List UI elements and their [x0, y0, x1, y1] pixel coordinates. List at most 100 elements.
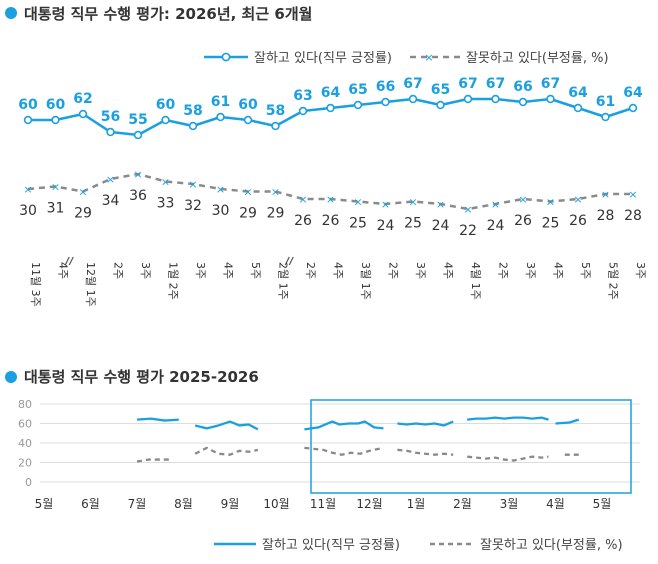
- disapprove-value-label: 26: [514, 213, 532, 229]
- approve-trend-segment: [194, 420, 259, 431]
- x-tick-label: 12월: [356, 497, 382, 511]
- disapprove-trend-segment: [304, 446, 384, 456]
- approve-point: [216, 112, 225, 122]
- x-tick-label: 4월 1주: [469, 262, 482, 300]
- x-tick-label: 3월 1주: [359, 262, 372, 300]
- disapprove-value-label: 22: [459, 223, 477, 239]
- approve-trend-segment: [555, 418, 580, 425]
- disapprove-point: ×: [298, 193, 307, 206]
- x-tick-label: 1월: [407, 497, 426, 511]
- disapprove-value-label: 29: [74, 206, 92, 222]
- chart2-x-ticks: 5월 6월 7월 8월 9월 10월 11월 12월 1월 2월 3월 4월 5월: [35, 497, 612, 511]
- x-tick-label: 11월 3주: [29, 262, 42, 307]
- x-tick-label: 11월: [310, 497, 336, 511]
- disapprove-trend-segment: [397, 448, 454, 456]
- x-tick-label: 3주: [634, 262, 647, 279]
- y-tick-label: 80: [18, 398, 32, 411]
- x-tick-label: 3주: [414, 262, 427, 279]
- approve-value-label: 63: [293, 88, 312, 104]
- approve-point: [188, 121, 198, 131]
- approve-point: [436, 100, 445, 110]
- approve-value-label: 60: [238, 97, 258, 113]
- approve-trend-segment: [304, 420, 384, 431]
- axis-break-marks: [64, 256, 294, 266]
- x-tick-label: 2주: [112, 262, 125, 279]
- legend-approve-label: 잘하고 있다(직무 긍정률): [254, 51, 392, 66]
- approve-value-label: 67: [458, 76, 477, 92]
- axis-break-mark: [68, 256, 74, 266]
- approve-value-label: 64: [623, 85, 643, 101]
- disapprove-point: ×: [216, 183, 225, 196]
- disapprove-point: ×: [133, 168, 142, 181]
- approve-point: [546, 94, 555, 104]
- approve-point: [381, 97, 390, 107]
- approve-point: [518, 97, 528, 107]
- disapprove-point: ×: [51, 181, 60, 194]
- approve-value-label: 64: [568, 85, 588, 101]
- disapprove-value-label: 30: [19, 203, 37, 219]
- disapprove-point: ×: [546, 196, 555, 209]
- approve-value-label: 56: [101, 109, 120, 125]
- disapprove-point: ×: [188, 178, 197, 191]
- disapprove-point: ×: [408, 196, 417, 209]
- approve-trend-segment: [467, 416, 549, 421]
- x-tick-label: 3주: [524, 262, 537, 279]
- approve-point: [51, 115, 60, 125]
- approve-point: [78, 109, 88, 119]
- approve-value-label: 62: [73, 91, 92, 107]
- disapprove-value-label: 36: [129, 188, 147, 204]
- disapprove-point: ×: [436, 198, 445, 211]
- disapprove-point: ×: [518, 193, 527, 206]
- y-tick-label: 0: [25, 476, 32, 489]
- x-tick-label: 2월 1주: [277, 262, 290, 300]
- x-tick-label: 2주: [304, 262, 317, 279]
- chart2-series-lines: [136, 416, 580, 463]
- x-tick-label: 2월: [453, 497, 472, 511]
- x-tick-label: 4주: [222, 262, 235, 279]
- disapprove-value-label: 32: [184, 198, 202, 214]
- approve-value-label: 55: [128, 112, 147, 128]
- chart1-title: 대통령 직무 수행 평가: 2026년, 최근 6개월: [24, 5, 312, 23]
- disapprove-point: ×: [106, 173, 115, 186]
- approve-point: [243, 115, 253, 125]
- chart2-title: 대통령 직무 수행 평가 2025-2026: [24, 368, 259, 386]
- x-tick-label: 5주: [249, 262, 262, 279]
- disapprove-value-label: 30: [212, 203, 230, 219]
- title-bullet-icon: [5, 7, 17, 19]
- disapprove-trend-segment: [467, 455, 549, 462]
- axis-break-mark: [284, 256, 290, 266]
- approve-point: [23, 115, 33, 125]
- chart2-y-ticks: 0 20 40 60 80: [18, 398, 32, 489]
- x-tick-label: 2주: [387, 262, 400, 279]
- approve-point: [463, 94, 473, 104]
- chart1-data-labels: 60 60 62 56 55 60 58 61 60 58 63 64 65 66 67 65 67 67 66 67…: [18, 76, 643, 239]
- approve-value-label: 66: [513, 79, 532, 95]
- approve-value-label: 67: [486, 76, 505, 92]
- approve-value-label: 60: [156, 97, 176, 113]
- approve-value-label: 60: [18, 97, 38, 113]
- x-tick-label: 6월: [81, 497, 100, 511]
- approve-point: [353, 100, 363, 110]
- disapprove-point: ×: [353, 196, 362, 209]
- disapprove-point: ×: [601, 188, 610, 201]
- disapprove-point: ×: [381, 198, 390, 211]
- x-tick-label: 4주: [442, 262, 455, 279]
- approve-point: [161, 115, 170, 125]
- x-tick-label: 4월: [546, 497, 565, 511]
- disapprove-point: ×: [243, 186, 252, 199]
- approve-point: [491, 94, 500, 104]
- x-tick-label: 2주: [497, 262, 510, 279]
- legend-approve-label: 잘하고 있다(직무 긍정률): [262, 538, 400, 553]
- approve-point: [408, 94, 418, 104]
- disapprove-value-label: 31: [47, 201, 65, 217]
- title-bullet-icon: [5, 371, 17, 383]
- disapprove-point: ×: [463, 203, 472, 216]
- legend-disapprove-label: 잘못하고 있다(부정률, %): [466, 51, 609, 66]
- disapprove-series-line: [27, 172, 633, 211]
- x-tick-label: 5월 2주: [607, 262, 620, 300]
- highlight-range-box: [310, 399, 632, 494]
- x-tick-label: 4주: [552, 262, 565, 279]
- disapprove-value-label: 34: [102, 193, 120, 209]
- disapprove-trend-segment: [194, 446, 259, 456]
- x-tick-label: 3월: [500, 497, 519, 511]
